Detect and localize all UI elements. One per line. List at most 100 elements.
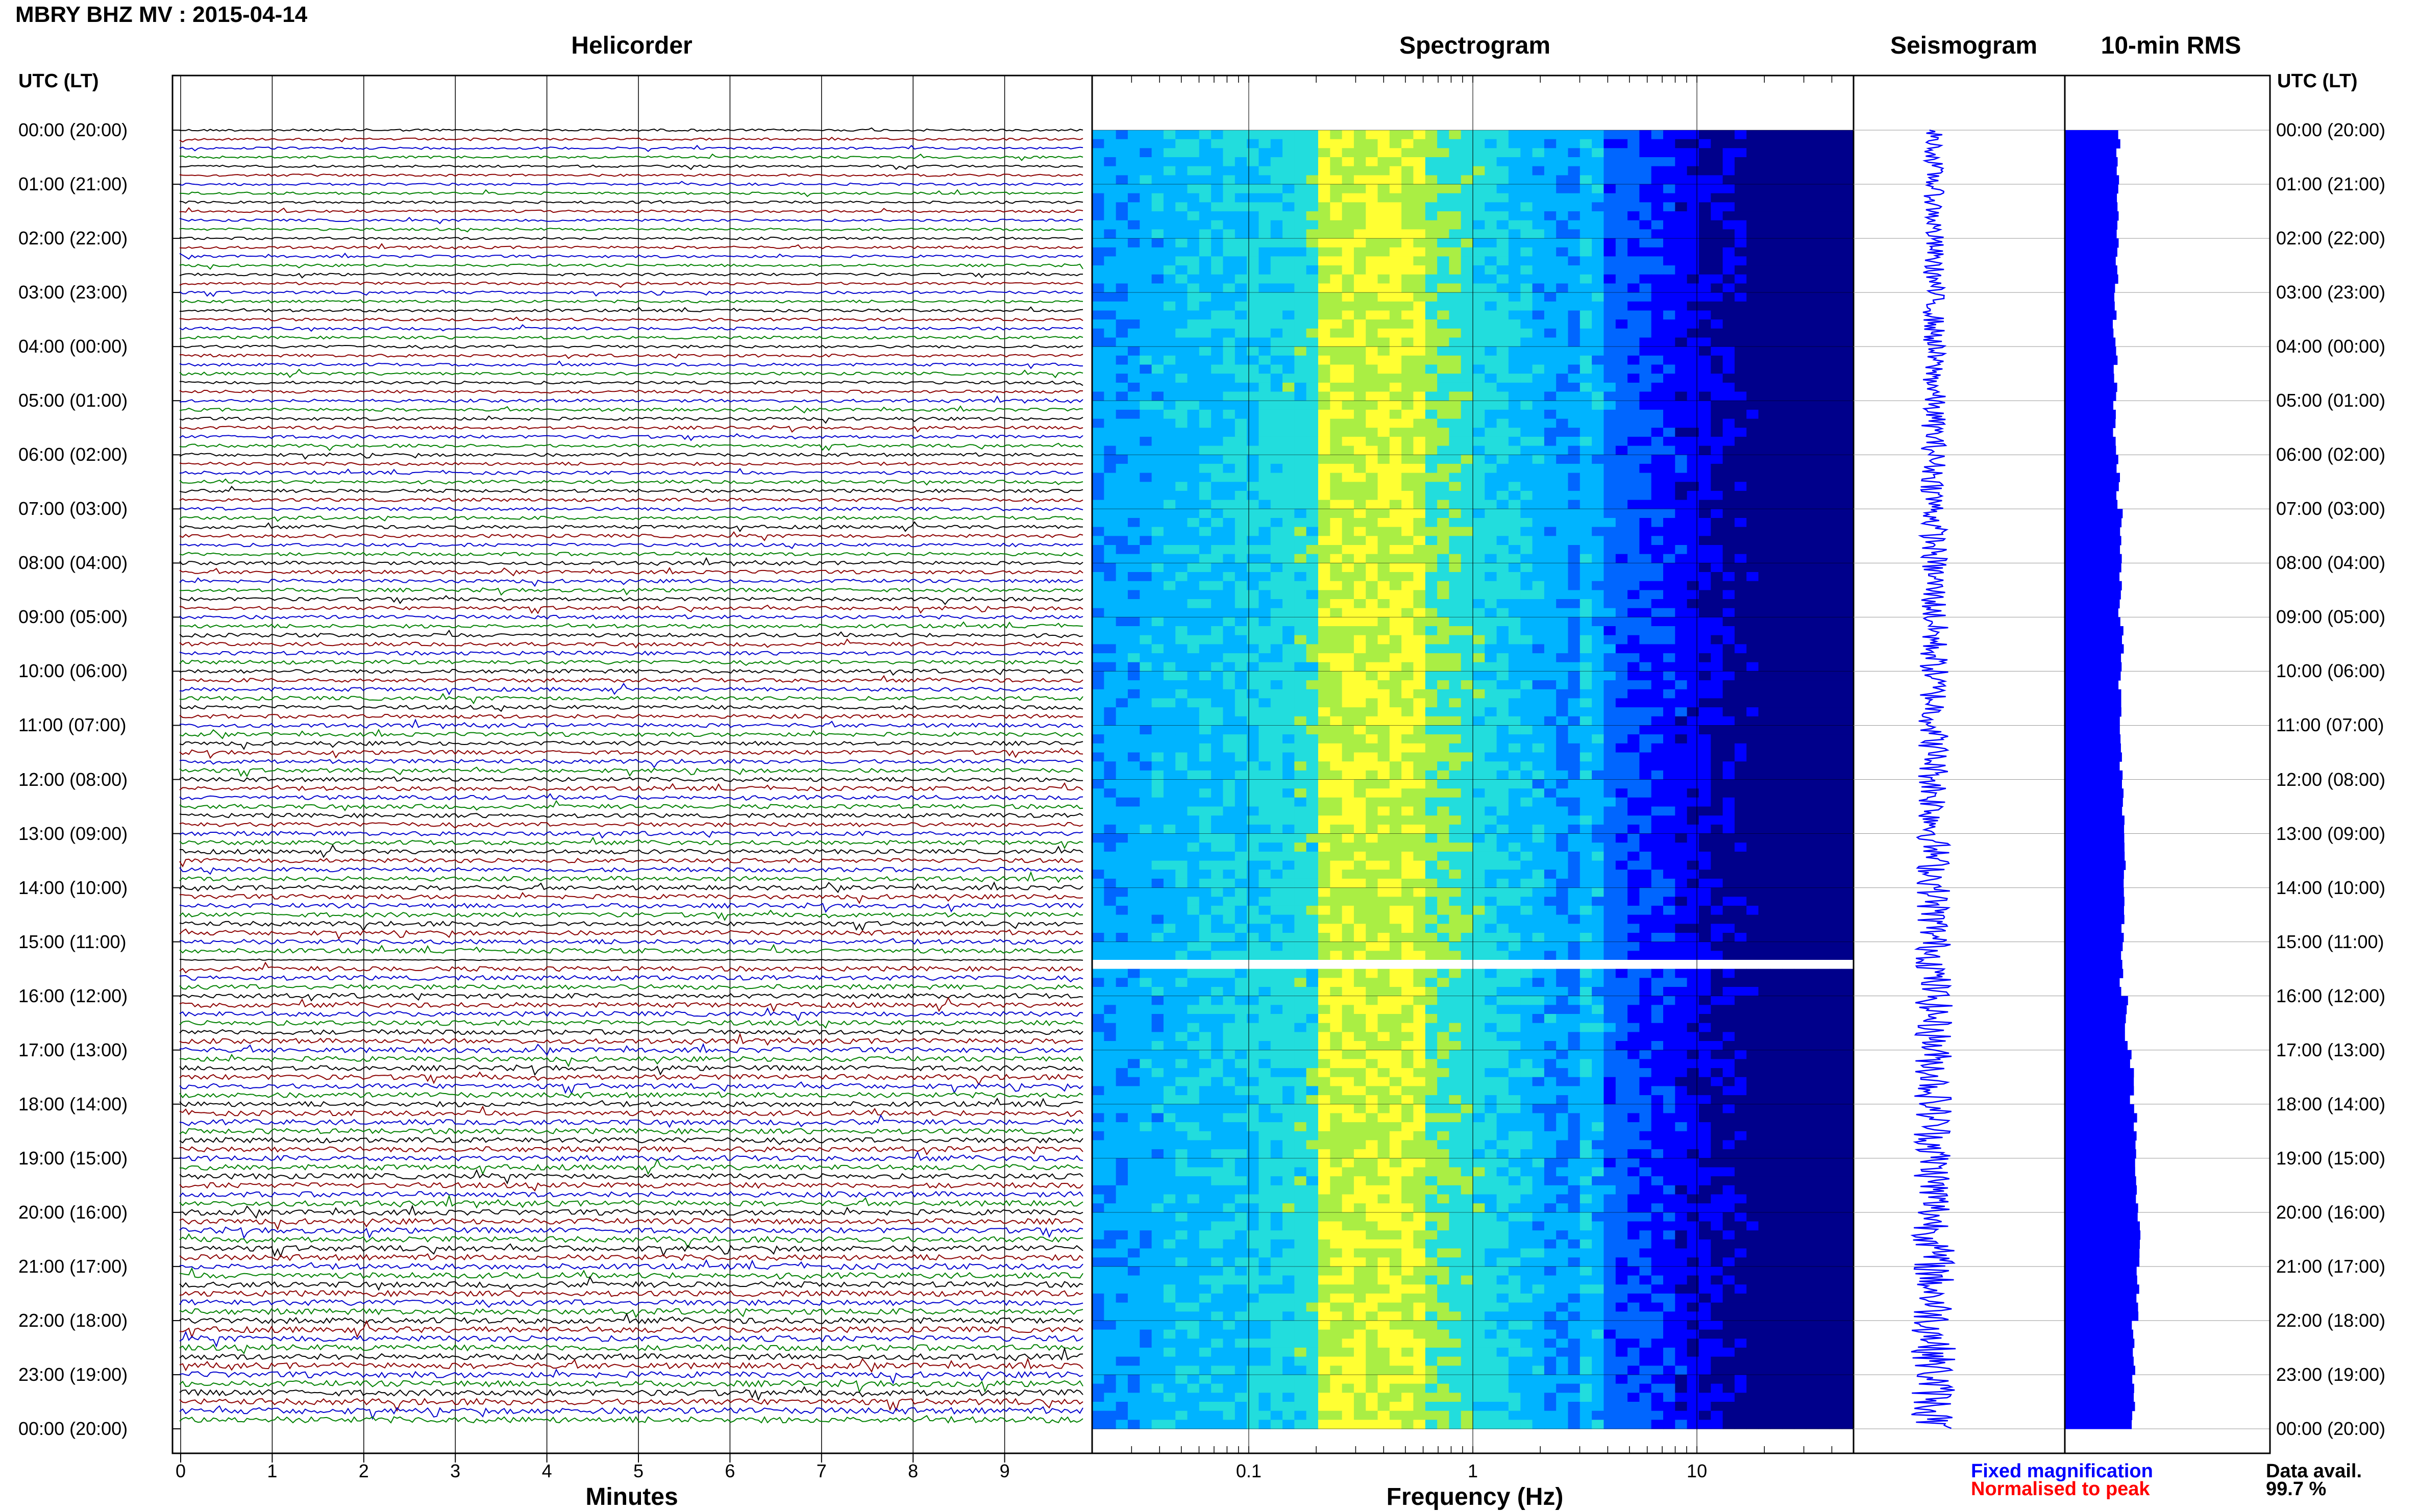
helicorder-trace <box>179 395 1083 404</box>
spectrogram-cell <box>1841 572 1854 582</box>
spectrogram-cell <box>1306 409 1319 419</box>
spectrogram-cell <box>1294 274 1307 284</box>
spectrogram-cell <box>1698 770 1711 780</box>
spectrogram-cell <box>1187 599 1200 609</box>
spectrogram-cell <box>1163 590 1176 600</box>
helicorder-trace <box>179 604 1083 614</box>
spectrogram-cell <box>1746 265 1759 275</box>
spectrogram-cell <box>1294 463 1307 474</box>
spectrogram-cell <box>1520 572 1533 582</box>
spectrogram-cell <box>1330 779 1343 789</box>
spectrogram-cell <box>1508 698 1521 708</box>
spectrogram-cell <box>1734 364 1747 374</box>
spectrogram-cell <box>1187 166 1200 176</box>
spectrogram-cell <box>1603 482 1616 491</box>
spectrogram-cell <box>1140 238 1152 248</box>
spectrogram-cell <box>1366 157 1378 167</box>
spectrogram-cell <box>1687 184 1699 194</box>
spectrogram-cell <box>1104 707 1117 717</box>
spectrogram-cell <box>1199 689 1212 699</box>
spectrogram-cell <box>1568 337 1581 347</box>
spectrogram-cell <box>1258 698 1271 708</box>
spectrogram-cell <box>1615 536 1628 546</box>
spectrogram-cell <box>1520 590 1533 600</box>
spectrogram-cell <box>1568 743 1581 753</box>
spectrogram-cell <box>1461 626 1473 636</box>
spectrogram-cell <box>1770 337 1783 347</box>
spectrogram-cell <box>1687 707 1699 717</box>
spectrogram-cell <box>1116 779 1128 789</box>
spectrogram-cell <box>1401 301 1414 311</box>
spectrogram-cell <box>1235 139 1247 148</box>
spectrogram-cell <box>1758 689 1771 699</box>
spectrogram-cell <box>1318 274 1330 284</box>
spectrogram-cell <box>1437 418 1449 428</box>
spectrogram-cell <box>1104 301 1117 311</box>
spectrogram-cell <box>1579 265 1592 275</box>
spectrogram-cell <box>1734 193 1747 203</box>
spectrogram-cell <box>1211 770 1223 780</box>
spectrogram-cell <box>1485 698 1497 708</box>
spectrogram-cell <box>1746 482 1759 491</box>
spectrogram-cell <box>1187 157 1200 167</box>
spectrogram-cell <box>1639 527 1652 536</box>
spectrogram-cell <box>1413 374 1426 383</box>
spectrogram-cell <box>1270 292 1283 302</box>
spectrogram-cell <box>1544 779 1557 789</box>
spectrogram-cell <box>1544 337 1557 347</box>
spectrogram-cell <box>1282 644 1295 654</box>
spectrogram-cell <box>1568 707 1581 717</box>
spectrogram-cell <box>1401 328 1414 338</box>
spectrogram-cell <box>1175 247 1188 257</box>
spectrogram-cell <box>1746 635 1759 645</box>
spectrogram-cell <box>1746 725 1759 735</box>
spectrogram-cell <box>1698 563 1711 573</box>
spectrogram-cell <box>1437 509 1449 518</box>
spectrogram-cell <box>1603 193 1616 203</box>
spectrogram-cell <box>1818 355 1830 365</box>
spectrogram-cell <box>1342 202 1354 212</box>
spectrogram-cell <box>1508 337 1521 347</box>
helicorder-trace <box>179 938 1083 945</box>
spectrogram-cell <box>1532 734 1545 744</box>
spectrogram-cell <box>1187 364 1200 374</box>
spectrogram-cell <box>1140 391 1152 401</box>
spectrogram-cell <box>1556 310 1569 320</box>
spectrogram-cell <box>1270 256 1283 266</box>
spectrogram-cell <box>1603 779 1616 789</box>
spectrogram-cell <box>1282 545 1295 555</box>
spectrogram-cell <box>1270 436 1283 447</box>
spectrogram-cell <box>1151 779 1164 789</box>
helicorder-trace <box>179 173 1083 177</box>
spectrogram-cell <box>1270 779 1283 789</box>
spectrogram-cell <box>1353 401 1366 410</box>
spectrogram-cell <box>1342 725 1354 735</box>
spectrogram-cell <box>1544 229 1557 239</box>
spectrogram-cell <box>1163 626 1176 636</box>
spectrogram-cell <box>1199 473 1212 482</box>
spectrogram-cell <box>1366 229 1378 239</box>
spectrogram-cell <box>1568 527 1581 536</box>
spectrogram-cell <box>1782 761 1794 771</box>
spectrogram-cell <box>1603 509 1616 518</box>
utc-time-label: 14:00 (10:00) <box>2276 877 2386 898</box>
helicorder-trace <box>179 207 1083 213</box>
spectrogram-cell <box>1841 734 1854 744</box>
spectrogram-cell <box>1366 563 1378 573</box>
spectrogram-cell <box>1698 175 1711 185</box>
spectrogram-cell <box>1258 355 1271 365</box>
spectrogram-cell <box>1770 473 1783 482</box>
spectrogram-cell <box>1651 473 1664 482</box>
spectrogram-cell <box>1223 662 1236 672</box>
spectrogram-cell <box>1199 797 1212 807</box>
spectrogram-cell <box>1615 310 1628 320</box>
spectrogram-cell <box>1770 518 1783 528</box>
spectrogram-cell <box>1722 166 1735 176</box>
spectrogram-cell <box>1306 743 1319 753</box>
helicorder-trace <box>179 216 1083 225</box>
spectrogram-cell <box>1116 193 1128 203</box>
spectrogram-cell <box>1770 274 1783 284</box>
spectrogram-cell <box>1353 725 1366 735</box>
spectrogram-cell <box>1544 788 1557 798</box>
spectrogram-cell <box>1544 418 1557 428</box>
